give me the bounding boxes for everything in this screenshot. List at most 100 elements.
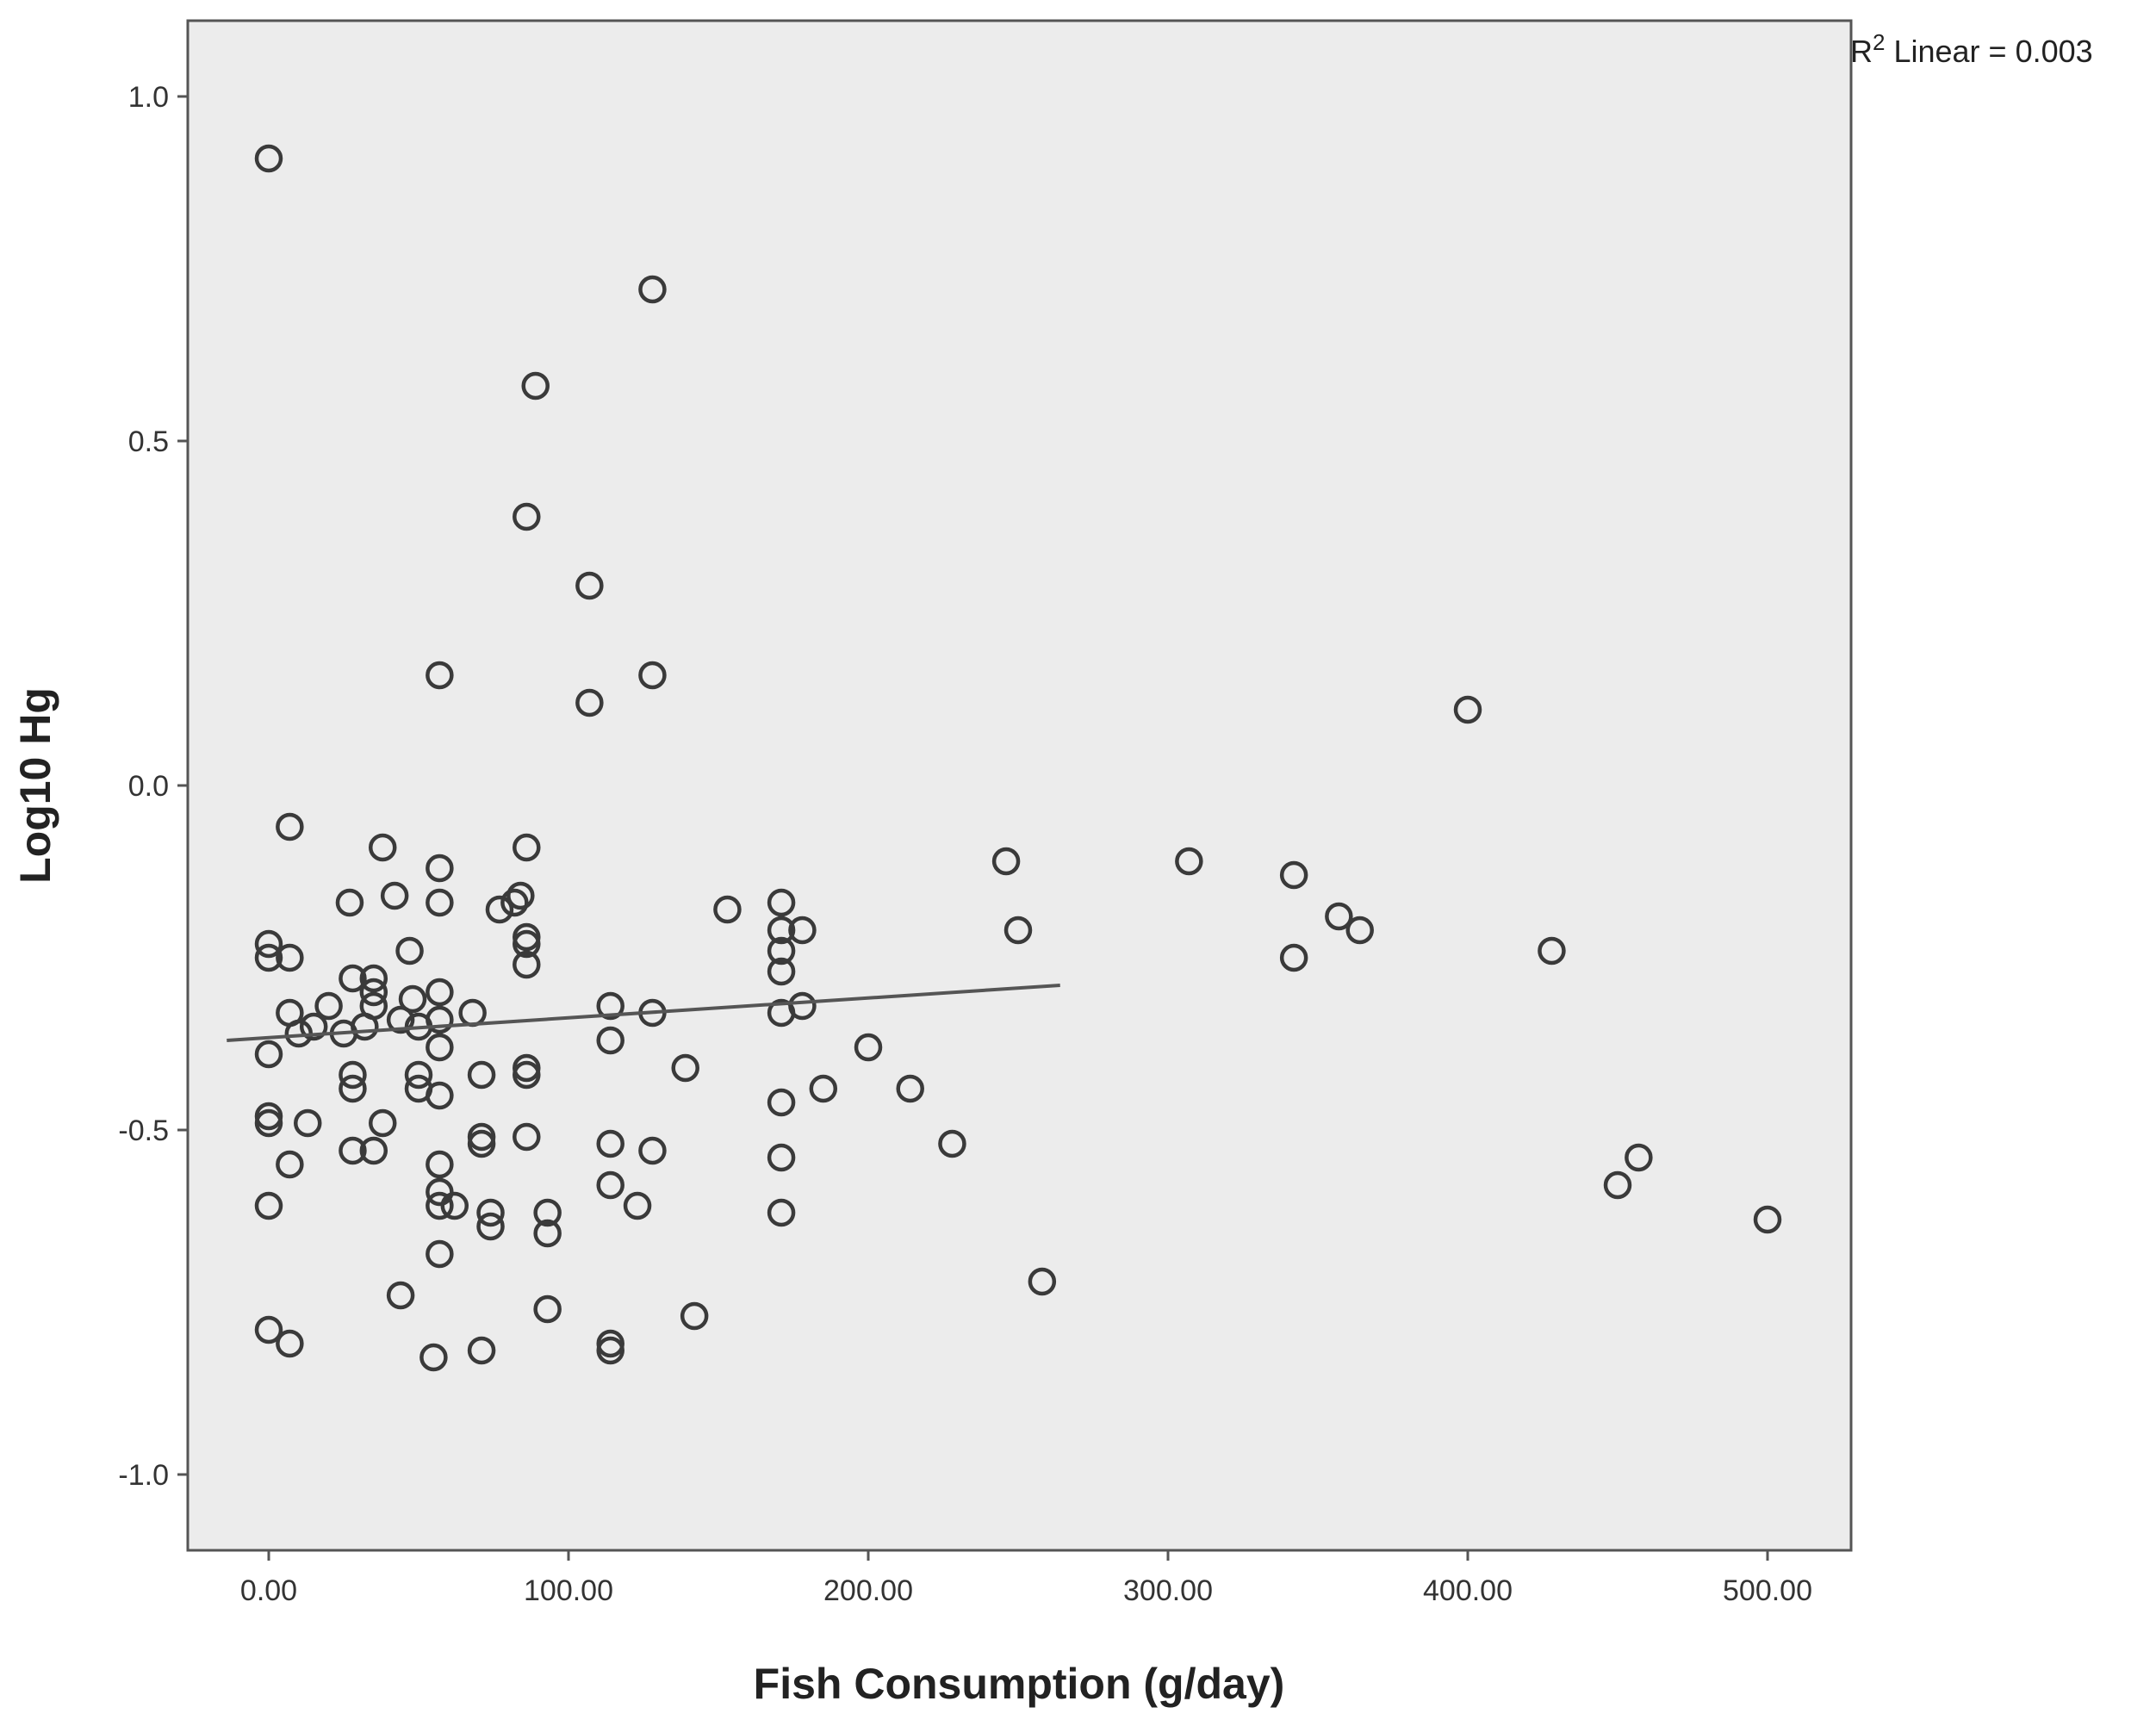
data-point (1345, 916, 1374, 945)
data-point (476, 1212, 505, 1241)
data-point (533, 1294, 562, 1324)
data-point (426, 1081, 454, 1110)
data-point (368, 833, 397, 862)
data-point (254, 1191, 283, 1220)
data-point (386, 1005, 415, 1034)
y-tick-label: -1.0 (118, 1459, 169, 1492)
data-point (506, 881, 535, 910)
data-point (767, 1198, 796, 1227)
data-point (596, 1170, 624, 1200)
data-point (767, 957, 796, 986)
data-point (426, 1177, 454, 1207)
data-point (467, 1060, 496, 1090)
data-point (254, 943, 283, 972)
data-point (896, 1074, 924, 1103)
linear-fit-line (227, 984, 1060, 1042)
data-point (419, 1343, 448, 1372)
data-point (788, 916, 817, 945)
data-point (254, 1108, 283, 1138)
data-point (671, 1053, 699, 1083)
y-tick-label: -0.5 (118, 1114, 169, 1147)
data-point (426, 1033, 454, 1062)
data-point (426, 1239, 454, 1269)
data-point (713, 895, 742, 924)
r-squared-superscript: 2 (1873, 29, 1885, 55)
data-point (426, 888, 454, 917)
data-point (767, 916, 796, 945)
data-point (623, 1191, 652, 1220)
data-point (335, 888, 364, 917)
data-point (426, 661, 454, 690)
data-point (513, 833, 541, 862)
data-point (575, 571, 604, 600)
x-tick-label: 100.00 (524, 1574, 613, 1607)
y-tick-label: 1.0 (128, 81, 169, 114)
data-point (467, 1129, 496, 1158)
data-point (426, 854, 454, 883)
data-point (596, 991, 624, 1021)
data-point (276, 943, 304, 972)
data-point (359, 978, 388, 1007)
data-point (395, 936, 424, 965)
x-tick-label: 300.00 (1123, 1574, 1213, 1607)
data-point (426, 978, 454, 1007)
data-point (276, 1329, 304, 1358)
data-point (276, 1150, 304, 1179)
data-point (513, 950, 541, 979)
x-axis-title: Fish Consumption (g/day) (754, 1660, 1285, 1708)
x-tick-label: 400.00 (1423, 1574, 1513, 1607)
data-point (368, 1108, 397, 1138)
y-tick-label: 0.0 (128, 770, 169, 803)
data-point (1175, 847, 1203, 876)
x-tick-label: 500.00 (1723, 1574, 1812, 1607)
data-point (359, 991, 388, 1021)
data-point (1279, 943, 1308, 972)
data-point (513, 1122, 541, 1152)
data-point (476, 1198, 505, 1227)
data-point (1453, 695, 1482, 724)
data-point (339, 1136, 367, 1165)
data-point (767, 1088, 796, 1117)
data-point (521, 371, 550, 400)
y-tick-labels: 1.0 0.5 0.0 -0.5 -1.0 (118, 81, 169, 1492)
data-point (596, 1026, 624, 1055)
plot-area (186, 19, 1853, 1552)
data-point (314, 991, 343, 1021)
data-point (938, 1129, 966, 1158)
data-point (1538, 936, 1566, 965)
data-point (404, 1060, 433, 1090)
y-axis-title: Log10 Hg (11, 687, 59, 884)
data-point (254, 1040, 283, 1069)
data-point (638, 661, 667, 690)
data-point (638, 275, 667, 304)
data-point (254, 144, 283, 173)
data-point (596, 1129, 624, 1158)
r-squared-prefix: R (1850, 34, 1873, 69)
data-point (596, 1336, 624, 1365)
y-tick-label: 0.5 (128, 425, 169, 458)
data-point (254, 1315, 283, 1344)
data-point (680, 1301, 709, 1331)
x-tick-labels: 0.00 100.00 200.00 300.00 400.00 500.00 (240, 1574, 1812, 1607)
data-point (1028, 1267, 1057, 1296)
data-point (467, 1336, 496, 1365)
data-point (513, 929, 541, 959)
data-point (359, 964, 388, 993)
data-point (380, 881, 409, 910)
data-point (440, 1191, 469, 1220)
data-point (1003, 916, 1033, 945)
data-point (426, 1191, 454, 1220)
data-point (513, 502, 541, 531)
data-point (513, 1060, 541, 1090)
data-point (386, 1281, 415, 1310)
data-point (533, 1219, 562, 1248)
data-point (575, 688, 604, 717)
data-point (991, 847, 1021, 876)
data-point (299, 1012, 328, 1041)
data-point (1753, 1205, 1782, 1234)
data-point (1625, 1143, 1653, 1172)
r-squared-annotation: R2 Linear = 0.003 (1850, 29, 2093, 69)
data-point (500, 888, 529, 917)
data-point (788, 991, 817, 1021)
data-point (1279, 860, 1308, 890)
